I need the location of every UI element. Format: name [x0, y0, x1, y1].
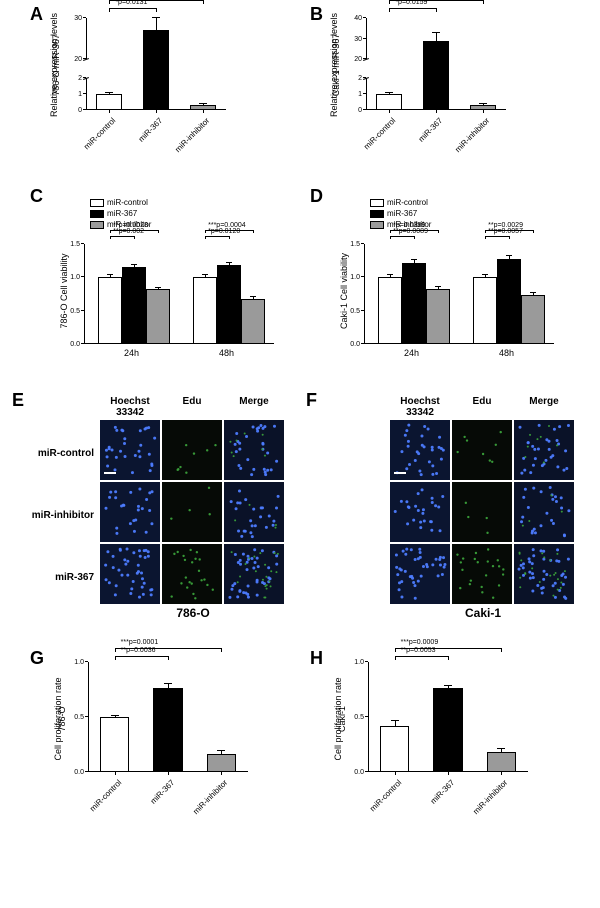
col-header: Edu — [162, 396, 222, 418]
bar — [207, 754, 237, 772]
panel-B-chart: Caki-1 miR-367 Relative expression level… — [338, 18, 538, 168]
col-header: Hoechst33342 — [100, 396, 160, 418]
ylabel-G2: Cell proliferation rate — [53, 664, 63, 774]
ylabel-C: 786-O Cell viability — [59, 241, 69, 341]
micrograph — [224, 420, 284, 480]
col-header: Merge — [224, 396, 284, 418]
bar — [433, 688, 463, 772]
bar — [193, 277, 217, 344]
panel-D-chart: Caki-1 Cell viability 0.00.51.01.524h48h… — [338, 244, 558, 374]
micrograph — [100, 482, 160, 542]
micrograph — [224, 482, 284, 542]
ylabel-H2: Cell proliferation rate — [333, 664, 343, 774]
bar — [426, 289, 450, 344]
panel-C-label: C — [30, 186, 43, 207]
micrograph — [514, 420, 574, 480]
panel-G-chart: 786-O Cell proliferation rate 0.00.51.0m… — [58, 662, 278, 832]
micrograph — [224, 544, 284, 604]
micrograph — [100, 544, 160, 604]
bar — [98, 277, 122, 344]
micrograph — [514, 482, 574, 542]
bar — [143, 30, 169, 110]
micrograph — [162, 544, 222, 604]
panel-E-grid: Hoechst33342EduMerge 786-O — [100, 396, 286, 620]
panel-G-label: G — [30, 648, 44, 669]
ylabel-B2: Relative expression levels — [329, 5, 339, 125]
legend-item: miR-367 — [370, 209, 431, 218]
bar — [146, 289, 170, 344]
bar — [241, 299, 265, 344]
micrograph — [100, 420, 160, 480]
legend-item: miR-control — [90, 198, 151, 207]
legend-item: miR-367 — [90, 209, 151, 218]
panel-C-chart: 786-O Cell viability 0.00.51.01.524h48h*… — [58, 244, 278, 374]
panel-E-label: E — [12, 390, 24, 411]
panel-B-label: B — [310, 4, 323, 25]
ylabel-A2: Relative expression levels — [49, 5, 59, 125]
bar — [380, 726, 410, 772]
panel-F-grid: Hoechst33342EduMerge Caki-1 — [390, 396, 576, 620]
grid-footer: Caki-1 — [390, 606, 576, 620]
panel-H-label: H — [310, 648, 323, 669]
panel-F-label: F — [306, 390, 317, 411]
micrograph — [452, 544, 512, 604]
bar — [521, 295, 545, 344]
bar — [122, 267, 146, 344]
bar — [153, 688, 183, 772]
micrograph — [390, 420, 450, 480]
row-label: miR-control — [10, 448, 94, 459]
panel-H-chart: Caki-1 Cell proliferation rate 0.00.51.0… — [338, 662, 558, 832]
col-header: Edu — [452, 396, 512, 418]
micrograph — [162, 420, 222, 480]
panel-A-label: A — [30, 4, 43, 25]
micrograph — [514, 544, 574, 604]
bar — [376, 94, 402, 110]
legend-item: miR-control — [370, 198, 431, 207]
panel-A-chart: 786-O miR-367 Relative expression levels… — [58, 18, 258, 168]
bar — [487, 752, 517, 772]
panel-D-label: D — [310, 186, 323, 207]
bar — [100, 717, 130, 772]
micrograph — [452, 420, 512, 480]
grid-footer: 786-O — [100, 606, 286, 620]
bar — [96, 94, 122, 110]
col-header: Hoechst33342 — [390, 396, 450, 418]
bar — [402, 263, 426, 344]
row-label: miR-367 — [10, 572, 94, 583]
col-header: Merge — [514, 396, 574, 418]
row-label: miR-inhibitor — [10, 510, 94, 521]
micrograph — [162, 482, 222, 542]
bar — [378, 277, 402, 344]
micrograph — [390, 482, 450, 542]
ylabel-D: Caki-1 Cell viability — [339, 241, 349, 341]
bar — [423, 41, 449, 110]
bar — [217, 265, 241, 344]
micrograph — [390, 544, 450, 604]
micrograph — [452, 482, 512, 542]
bar — [497, 259, 521, 344]
bar — [473, 277, 497, 344]
